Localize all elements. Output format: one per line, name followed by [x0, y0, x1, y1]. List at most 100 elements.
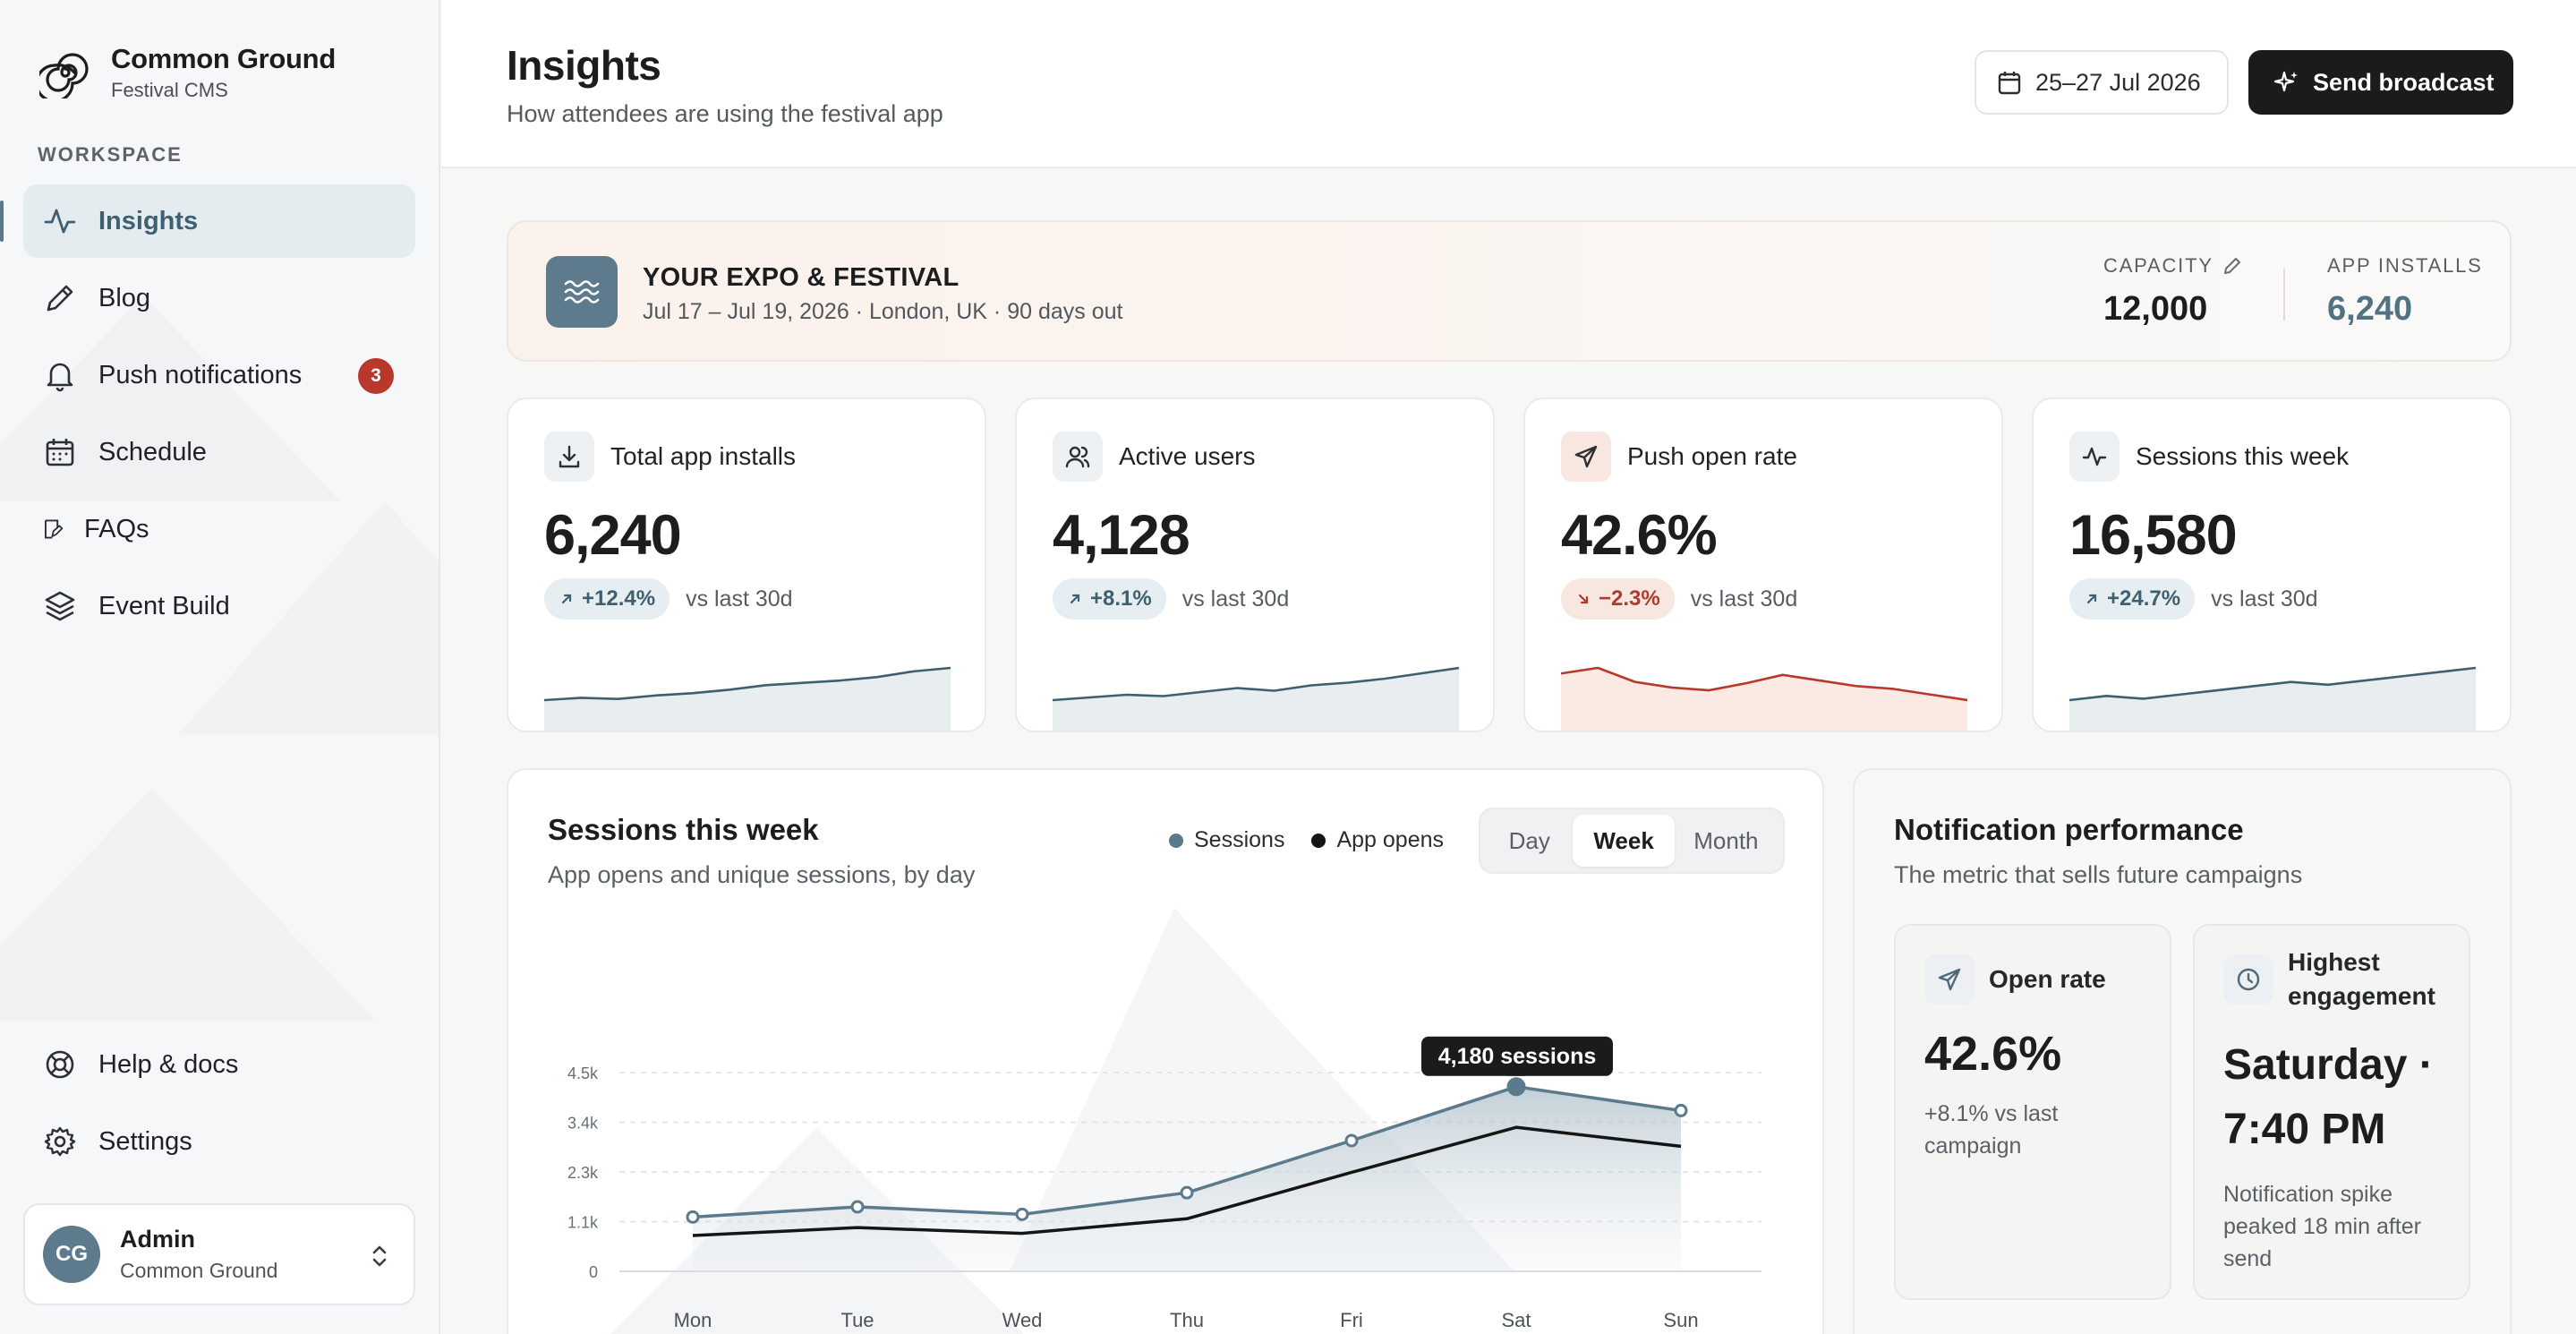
kpi-delta: +8.1% vs last 30d	[1053, 578, 1289, 620]
open-rate-value: 42.6%	[1924, 1027, 2062, 1081]
kpi-delta: +24.7% vs last 30d	[2069, 578, 2318, 620]
notification-card-title: Notification performance	[1894, 813, 2244, 846]
sidebar-item-faqs[interactable]: FAQs	[23, 492, 415, 566]
user-name: Admin	[120, 1226, 195, 1253]
y-tick-label: 3.4k	[567, 1115, 599, 1133]
page-subtitle: How attendees are using the festival app	[507, 100, 943, 127]
sidebar-item-push-notifications[interactable]: Push notifications 3	[23, 338, 415, 412]
range-day-button[interactable]: Day	[1508, 826, 1550, 854]
sessions-point[interactable]	[1015, 1207, 1029, 1221]
brand[interactable]: Common Ground Festival CMS	[39, 43, 336, 102]
arrow-up-right-icon	[1070, 594, 1080, 604]
sessions-chart-card: Sessions this week App opens and unique …	[507, 768, 1824, 1334]
highest-engagement-time: 7:40 PM	[2223, 1106, 2386, 1153]
tooltip-text: 4,180 sessions	[1438, 1044, 1597, 1069]
chart-legend: Sessions App opens	[1169, 827, 1444, 853]
kpi-delta: +12.4% vs last 30d	[544, 578, 793, 620]
sidebar-item-event-build[interactable]: Event Build	[23, 569, 415, 643]
arrow-up-right-icon	[2086, 594, 2097, 604]
delta-value: +24.7%	[2107, 586, 2181, 611]
event-meta: Jul 17 – Jul 19, 2026 · London, UK · 90 …	[643, 299, 1123, 324]
kpi-delta: −2.3% vs last 30d	[1561, 578, 1797, 620]
kpi-card-active-users[interactable]: Active users 4,128 +8.1% vs last 30d	[1015, 398, 1495, 732]
sessions-point[interactable]	[1180, 1185, 1194, 1200]
delta-value: −2.3%	[1599, 586, 1660, 611]
kpi-card-push-open-rate[interactable]: Push open rate 42.6% −2.3% vs last 30d	[1523, 398, 2003, 732]
highest-engagement-label: Highest	[2288, 948, 2380, 976]
sparkline-line	[1053, 666, 1459, 702]
send-broadcast-button[interactable]: Send broadcast	[2248, 50, 2513, 115]
delta-comparison: vs last 30d	[686, 586, 793, 611]
kpi-value: 6,240	[544, 504, 682, 567]
faq-icon	[44, 519, 64, 539]
x-tick-label: Sun	[1663, 1309, 1698, 1331]
event-icon	[546, 256, 618, 328]
range-week-button[interactable]: Week	[1573, 815, 1675, 867]
highest-engagement-note: peaked 18 min after	[2223, 1214, 2421, 1239]
range-month-button[interactable]: Month	[1693, 826, 1759, 854]
sparkline-area	[2069, 668, 2476, 731]
sidebar-item-schedule[interactable]: Schedule	[23, 415, 415, 489]
send-broadcast-label: Send broadcast	[2313, 68, 2495, 96]
date-range-label: 25–27 Jul 2026	[2035, 68, 2201, 96]
highest-engagement-day: Saturday ·	[2223, 1041, 2434, 1089]
kpi-card-installs[interactable]: Total app installs 6,240 +12.4% vs last …	[507, 398, 986, 732]
sessions-point[interactable]	[1344, 1133, 1359, 1148]
delta-value: +8.1%	[1090, 586, 1152, 611]
sparkline-chart	[2069, 666, 2476, 731]
sessions-point[interactable]	[686, 1210, 700, 1224]
kpi-value: 4,128	[1053, 504, 1190, 567]
sessions-point[interactable]	[1674, 1103, 1688, 1117]
app-installs-label: APP INSTALLS	[2327, 254, 2483, 277]
x-tick-label: Wed	[1002, 1309, 1043, 1331]
brand-name: Common Ground	[111, 43, 336, 74]
sessions-point[interactable]	[850, 1200, 865, 1214]
delta-pill: +8.1%	[1053, 578, 1166, 620]
kpi-card-sessions[interactable]: Sessions this week 16,580 +24.7% vs last…	[2032, 398, 2512, 732]
sparkline-line	[544, 666, 951, 702]
account-switcher[interactable]: CG Admin Common Ground	[23, 1203, 415, 1305]
y-tick-label: 2.3k	[567, 1164, 599, 1182]
open-rate-label: Open rate	[1989, 965, 2106, 993]
highest-engagement-note: Notification spike	[2223, 1182, 2393, 1207]
workspace-label: WORKSPACE	[38, 143, 183, 166]
activity-icon	[44, 209, 76, 234]
arrow-down-right-icon	[1578, 594, 1589, 604]
sidebar-item-help-docs[interactable]: Help & docs	[23, 1028, 415, 1101]
notification-count-badge: 3	[358, 358, 394, 394]
legend-item-app-opens: App opens	[1311, 827, 1444, 853]
send-icon	[1561, 432, 1611, 482]
delta-value: +12.4%	[582, 586, 656, 611]
chart-tooltip	[1421, 1036, 1613, 1076]
kpi-header: Total app installs	[544, 432, 796, 482]
calendar-icon	[46, 439, 74, 466]
sidebar-item-insights[interactable]: Insights	[0, 184, 415, 258]
edit-pencil-icon[interactable]	[2222, 256, 2242, 276]
delta-pill: +12.4%	[544, 578, 670, 620]
open-rate-note: campaign	[1924, 1133, 2022, 1159]
capacity-stat[interactable]: CAPACITY 12,000	[2103, 254, 2242, 329]
sparkline-area	[544, 668, 951, 731]
sidebar-item-label: Insights	[98, 206, 199, 235]
notification-performance-card: Notification performance The metric that…	[1853, 768, 2512, 1334]
kpi-title: Push open rate	[1627, 442, 1797, 470]
sidebar-item-settings[interactable]: Settings	[23, 1105, 415, 1178]
lifebuoy-icon	[46, 1050, 74, 1079]
highest-engagement-note: send	[2223, 1246, 2273, 1271]
users-icon	[1053, 432, 1103, 482]
open-rate-note: +8.1% vs last	[1924, 1101, 2059, 1126]
date-range-button[interactable]: 25–27 Jul 2026	[1975, 50, 2229, 115]
page-title: Insights	[507, 42, 661, 89]
app-opens-line	[692, 1125, 1682, 1237]
x-tick-label: Fri	[1340, 1309, 1363, 1331]
avatar: CG	[43, 1226, 100, 1283]
sessions-point[interactable]	[1506, 1077, 1526, 1097]
range-segmented-control: Day Week Month	[1479, 808, 1785, 874]
capacity-value: 12,000	[2103, 290, 2208, 328]
legend-item-sessions: Sessions	[1169, 827, 1284, 853]
send-icon	[1924, 954, 1975, 1005]
clock-icon	[2223, 954, 2273, 1005]
kpi-header: Push open rate	[1561, 432, 1797, 482]
delta-comparison: vs last 30d	[2211, 586, 2318, 611]
sidebar-item-blog[interactable]: Blog	[23, 261, 415, 335]
